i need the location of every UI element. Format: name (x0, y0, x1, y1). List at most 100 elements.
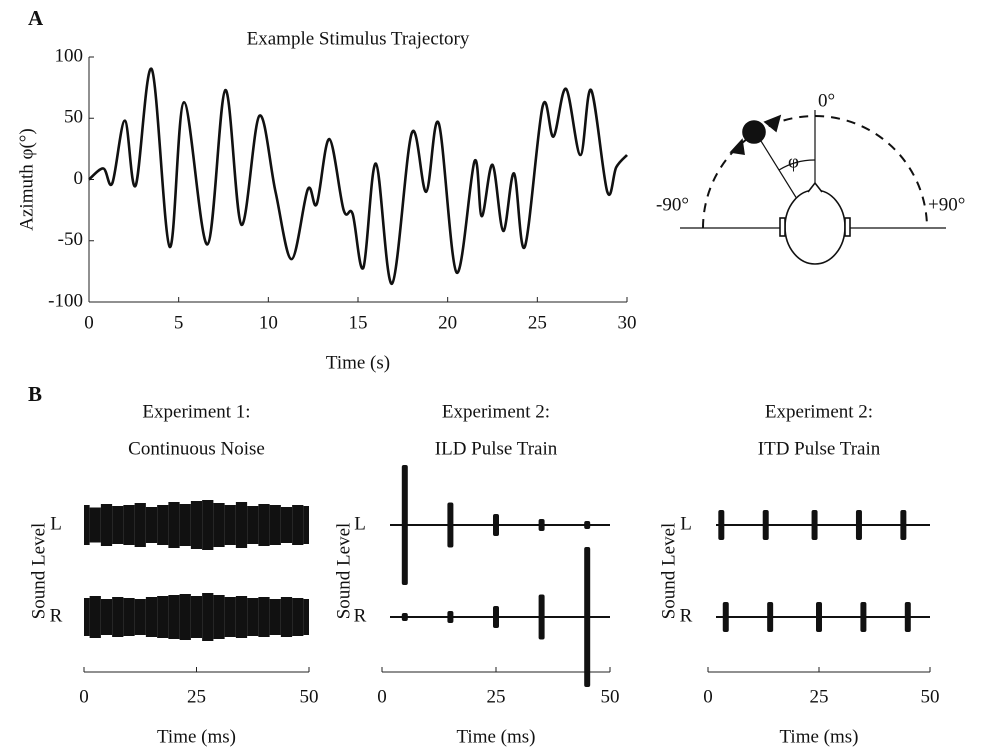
noise-segment (157, 596, 169, 638)
diagram-label: +90° (928, 194, 965, 215)
chart-title: Experiment 2: (765, 401, 873, 422)
noise-segment (190, 596, 203, 638)
y-axis-label: Sound Level (28, 523, 49, 620)
noise-segment (168, 595, 180, 639)
head (784, 189, 846, 265)
angle-arc (778, 159, 816, 171)
pulse (816, 602, 822, 632)
diagram-label: -90° (656, 194, 689, 215)
noise-segment (235, 596, 248, 638)
noise-segment (190, 501, 203, 549)
noise-segment (303, 599, 309, 635)
pulse (447, 611, 454, 623)
x-tick-label: 0 (377, 686, 387, 707)
chart-subtitle: ILD Pulse Train (435, 438, 558, 459)
noise-segment (269, 599, 281, 635)
noise-segment (224, 505, 236, 545)
x-tick-label: 20 (438, 312, 457, 333)
noise-segment (303, 506, 309, 544)
x-tick-label: 10 (259, 312, 278, 333)
pulse (493, 606, 499, 628)
noise-segment (280, 597, 293, 637)
x-tick-label: 50 (601, 686, 620, 707)
x-tick-label: 50 (300, 686, 319, 707)
noise-segment (134, 599, 146, 635)
noise-segment (235, 502, 248, 548)
x-tick-label: 30 (618, 312, 637, 333)
noise-segment (213, 595, 225, 639)
row-label: R (354, 605, 367, 626)
chart-subtitle: Continuous Noise (128, 438, 265, 459)
noise-segment (247, 598, 259, 636)
noise-segment (84, 505, 90, 545)
x-tick-label: 0 (79, 686, 89, 707)
diagram-label: 0° (818, 90, 835, 111)
pulse (722, 602, 729, 632)
chart-title: Experiment 2: (442, 401, 550, 422)
x-tick-label: 50 (921, 686, 940, 707)
y-axis-label: Sound Level (658, 523, 679, 620)
x-tick-label: 25 (487, 686, 506, 707)
source (742, 120, 766, 144)
arrow (763, 114, 782, 133)
noise-segment (179, 594, 191, 640)
pulse (584, 547, 591, 687)
x-tick-label: 15 (349, 312, 368, 333)
row-label: R (50, 605, 63, 626)
diagram-label: φ (788, 151, 799, 172)
y-axis-label: Sound Level (333, 523, 354, 620)
pulse (718, 510, 725, 540)
trajectory-line (88, 67, 628, 285)
y-tick-label: 100 (55, 45, 84, 66)
x-tick-label: 25 (187, 686, 206, 707)
noise-segment (123, 505, 135, 545)
y-tick-label: -50 (58, 229, 83, 250)
noise-segment (100, 599, 113, 635)
x-tick-label: 0 (84, 312, 94, 333)
noise-segment (224, 597, 236, 637)
pulse (538, 519, 545, 531)
noise-segment (134, 503, 146, 547)
ear (779, 217, 786, 237)
noise-segment (292, 598, 304, 636)
y-tick-label: 50 (64, 107, 83, 128)
noise-segment (100, 504, 113, 546)
pulse (762, 510, 769, 540)
noise-segment (258, 504, 270, 546)
y-tick-label: 0 (74, 168, 84, 189)
noise-segment (179, 504, 191, 546)
head-diagram (680, 110, 946, 265)
noise-segment (202, 500, 214, 550)
x-tick-label: 0 (703, 686, 713, 707)
noise-segment (247, 506, 259, 544)
noise-segment (168, 502, 180, 548)
noise-segment (269, 505, 281, 545)
pulse (904, 602, 911, 632)
chart-title: Example Stimulus Trajectory (247, 28, 470, 49)
x-axis-label: Time (ms) (779, 726, 858, 747)
noise-segment (112, 506, 124, 544)
noise-segment (157, 505, 169, 545)
pulse (493, 514, 499, 536)
noise-segment (123, 598, 135, 636)
nose (807, 181, 823, 193)
pulse (401, 465, 408, 585)
row-label: R (680, 605, 693, 626)
x-tick-label: 25 (528, 312, 547, 333)
pulse (584, 521, 591, 529)
noise-segment (89, 507, 101, 543)
pulse (447, 502, 454, 548)
chart-title: Experiment 1: (142, 401, 250, 422)
x-axis-label: Time (ms) (157, 726, 236, 747)
noise-segment (112, 597, 124, 637)
pulse (767, 602, 774, 632)
row-label: L (354, 513, 366, 534)
x-tick-label: 5 (174, 312, 184, 333)
pulse (401, 613, 408, 621)
pulse (811, 510, 818, 540)
noise-segment (145, 597, 158, 637)
noise-segment (202, 593, 214, 641)
ear (844, 217, 851, 237)
